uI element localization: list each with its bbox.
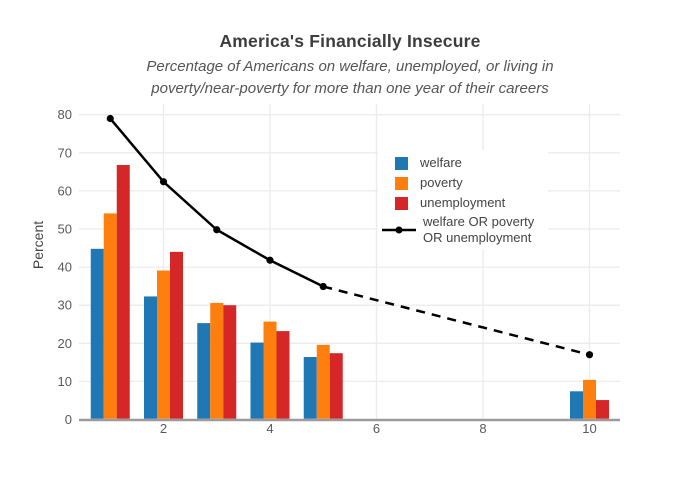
- chart-subtitle: Percentage of Americans on welfare, unem…: [0, 56, 700, 100]
- bar-unemployment: [170, 251, 183, 419]
- bar-welfare: [570, 391, 583, 419]
- legend-item-combined[interactable]: welfare OR poverty OR unemployment: [378, 213, 548, 247]
- y-tick-label: 60: [58, 183, 72, 198]
- bar-poverty: [316, 344, 330, 419]
- bar-poverty: [157, 270, 170, 419]
- bar-welfare: [144, 296, 157, 419]
- trend-marker: [585, 351, 594, 359]
- legend-label-poverty: poverty: [420, 174, 463, 190]
- legend-label-unemployment: unemployment: [420, 194, 506, 210]
- y-tick-label: 0: [65, 412, 72, 427]
- legend-item-poverty[interactable]: poverty: [378, 173, 548, 193]
- bar-poverty: [263, 321, 277, 419]
- poverty-swatch-icon: [395, 176, 408, 190]
- chart-subtitle-line2: poverty/near-poverty for more than one y…: [151, 80, 549, 97]
- legend: welfare poverty unemployment welfare OR …: [378, 150, 548, 249]
- y-tick-label: 30: [58, 298, 72, 313]
- trend-marker: [319, 282, 327, 291]
- legend-label-combined-line2: OR unemployment: [423, 230, 532, 245]
- bar-poverty: [210, 302, 224, 419]
- x-tick-label: 6: [373, 421, 380, 436]
- bar-unemployment: [276, 331, 290, 419]
- legend-label-welfare: welfare: [420, 154, 462, 170]
- x-tick-label: 10: [582, 421, 596, 436]
- trend-marker: [159, 178, 168, 186]
- trend-line-solid: [109, 117, 324, 288]
- bar-unemployment: [116, 164, 130, 419]
- y-tick-label: 10: [58, 374, 72, 389]
- trend-line-dashed: [322, 285, 590, 356]
- y-tick-label: 50: [58, 222, 72, 237]
- bar-unemployment: [596, 400, 609, 419]
- bar-poverty: [583, 379, 596, 419]
- y-tick-label: 40: [58, 260, 72, 275]
- trend-marker: [106, 114, 114, 123]
- trend-marker: [266, 256, 274, 264]
- chart-title: America's Financially Insecure: [219, 31, 481, 51]
- y-tick-label: 20: [58, 336, 72, 351]
- welfare-swatch-icon: [395, 156, 408, 170]
- legend-item-unemployment[interactable]: unemployment: [378, 193, 548, 213]
- bar-welfare: [197, 323, 211, 419]
- chart-subtitle-line1: Percentage of Americans on welfare, unem…: [146, 58, 554, 75]
- bar-unemployment: [223, 305, 237, 419]
- legend-label-combined: welfare OR poverty OR unemployment: [423, 214, 534, 247]
- trend-marker: [213, 226, 221, 234]
- y-tick-label: 80: [58, 107, 72, 122]
- bar-poverty: [103, 213, 117, 419]
- x-tick-label: 2: [160, 421, 167, 436]
- x-tick-label: 4: [266, 421, 273, 436]
- bar-welfare: [90, 248, 104, 419]
- y-tick-label: 70: [58, 145, 72, 160]
- caption-line1: Minimum years financially insecure, betw…: [0, 496, 700, 500]
- legend-item-welfare[interactable]: welfare: [378, 153, 548, 173]
- bar-unemployment: [329, 353, 343, 419]
- bar-welfare: [303, 357, 317, 419]
- line-marker-sample-icon: [382, 226, 416, 234]
- x-tick-label: 8: [479, 421, 486, 436]
- bar-welfare: [250, 342, 264, 419]
- legend-label-combined-line1: welfare OR poverty: [423, 213, 535, 229]
- unemployment-swatch-icon: [395, 196, 408, 210]
- chart-caption: Minimum years financially insecure, betw…: [0, 456, 700, 500]
